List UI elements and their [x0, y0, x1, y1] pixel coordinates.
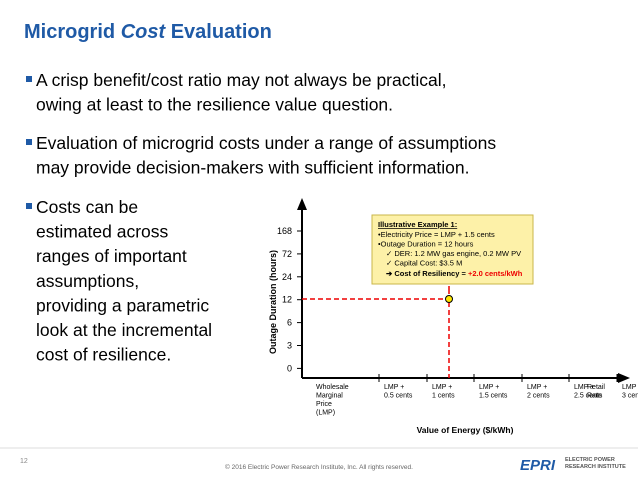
x-label: (LMP) [316, 410, 335, 417]
x-label: LMP + [384, 384, 404, 391]
example-line: •Outage Duration = 12 hours [378, 240, 474, 249]
page-number: 12 [20, 458, 28, 465]
bullet-text: assumptions, [36, 271, 139, 291]
bullet-text: cost of resilience. [36, 345, 171, 365]
x-label: LMP + [479, 384, 499, 391]
x-label: LMP + [574, 384, 594, 391]
bullet-text: providing a parametric [36, 295, 209, 315]
copyright: © 2016 Electric Power Research Institute… [225, 463, 413, 471]
logo-text: RESEARCH INSTITUTE [565, 464, 626, 470]
x-label: 0.5 cents [384, 393, 413, 400]
axis-arrow [297, 198, 307, 210]
example-line: ✓ Capital Cost: $3.5 M [386, 259, 462, 268]
bullet-text: ranges of important [36, 246, 187, 266]
bullet-text: Evaluation of microgrid costs under a ra… [36, 133, 496, 153]
y-label: 6 [287, 318, 292, 328]
example-point [445, 295, 453, 303]
axis-arrow [618, 373, 630, 383]
y-label: 3 [287, 341, 292, 351]
result-label: ➔ Cost of Resiliency = [386, 269, 468, 278]
y-label: 0 [287, 363, 292, 373]
example-result: ➔ Cost of Resiliency = +2.0 cents/kWh [386, 269, 523, 278]
title-emphasis: Cost [121, 21, 167, 43]
bullet-marker [26, 139, 32, 145]
x-label: 2 cents [527, 393, 550, 400]
x-label: LMP + [622, 384, 638, 391]
bullet-text: Costs can be [36, 197, 138, 217]
x-label: LMP + [432, 384, 452, 391]
example-title: Illustrative Example 1: [378, 220, 457, 229]
title-part: Microgrid [24, 21, 115, 43]
content: A crisp benefit/cost ratio may not alway… [20, 70, 638, 474]
result-value: +2.0 cents/kWh [468, 269, 523, 278]
bullet-text: may provide decision-makers with suffici… [36, 158, 469, 178]
y-label: 168 [277, 226, 292, 236]
x-label: Rate [587, 393, 602, 400]
bullet-text: A crisp benefit/cost ratio may not alway… [36, 70, 446, 90]
logo: EPRI [520, 457, 556, 474]
example-box [371, 214, 534, 285]
title-part: Evaluation [171, 21, 272, 43]
bullet-text: owing at least to the resilience value q… [36, 95, 393, 115]
x-label: Price [316, 401, 332, 408]
y-axis-label: Outage Duration (hours) [268, 250, 278, 354]
title: Microgrid Cost Evaluation [24, 21, 272, 43]
bullet-text: estimated across [36, 222, 169, 242]
bullet-marker [26, 76, 32, 82]
bullet-text: look at the incremental [36, 320, 212, 340]
x-label: 1.5 cents [479, 393, 508, 400]
x-label: Marginal [316, 393, 343, 400]
example-line: ✓ DER: 1.2 MW gas engine, 0.2 MW PV [386, 249, 521, 258]
logo-text: ELECTRIC POWER [565, 457, 615, 463]
x-label: 2.5 cents [574, 393, 603, 400]
x-label: Wholesale [316, 384, 349, 391]
x-label: LMP + [527, 384, 547, 391]
x-label: 1 cents [432, 393, 455, 400]
y-label: 72 [282, 249, 292, 259]
x-axis-label: Value of Energy ($/kWh) [417, 425, 514, 435]
bullet-marker [26, 203, 32, 209]
x-label: 3 cents [622, 393, 638, 400]
y-label: 12 [282, 295, 292, 305]
x-label: Retail [587, 384, 605, 391]
example-line: •Electricity Price = LMP + 1.5 cents [378, 230, 495, 239]
y-label: 24 [282, 272, 292, 282]
